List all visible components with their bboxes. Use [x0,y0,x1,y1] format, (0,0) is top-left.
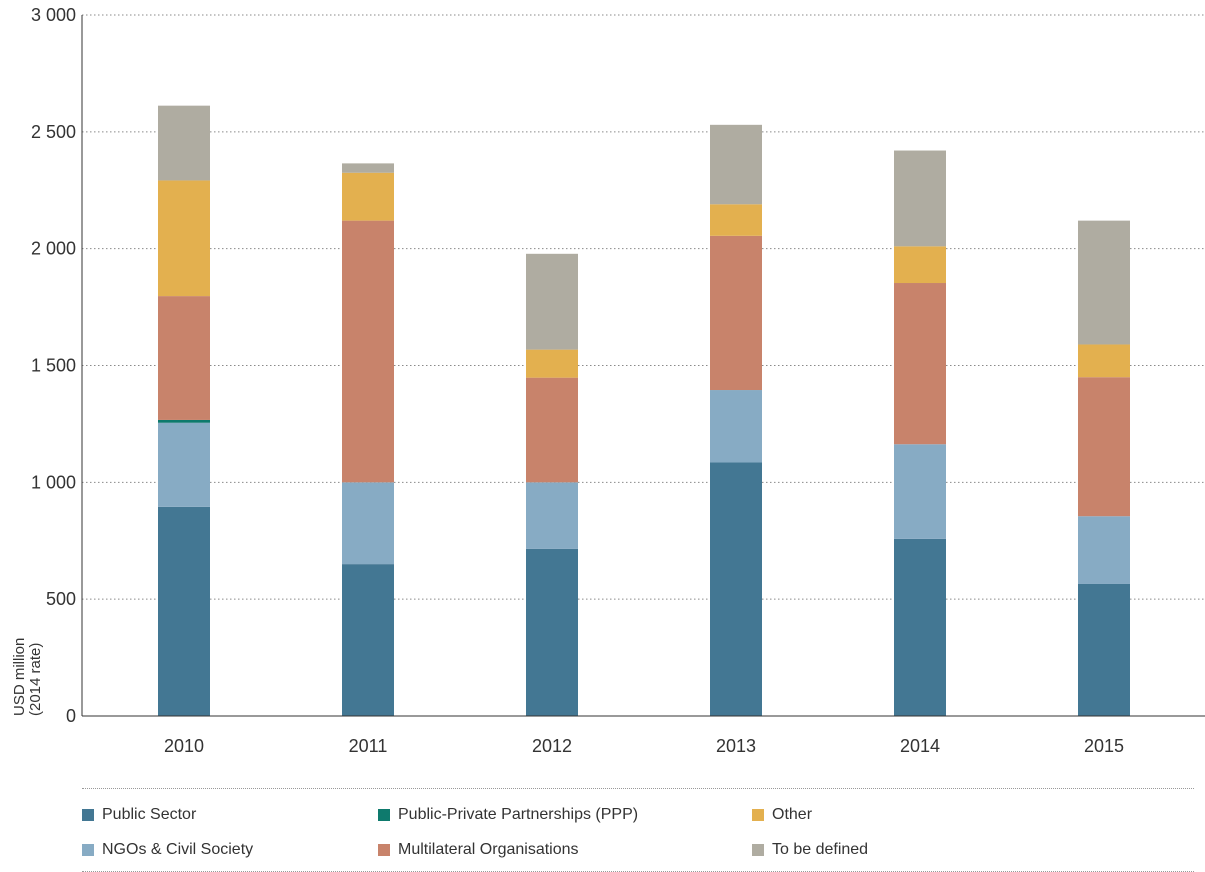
bar-2013-public-sector [710,462,762,716]
legend-swatch-ngos [82,844,94,856]
bar-2015-to-be-defined [1078,220,1130,345]
bar-2012-other [526,349,578,378]
legend-swatch-to-be-defined [752,844,764,856]
bar-2010-multilateral-organisations [158,296,210,420]
legend-item-public-sector: Public Sector [82,806,196,824]
bar-2014-to-be-defined [894,150,946,247]
bar-2015-public-sector [1078,583,1130,716]
bar-2014-ngos-civil-society [894,444,946,539]
legend-swatch-public-sector [82,809,94,821]
bar-2011-multilateral-organisations [342,220,394,483]
bar-2011-to-be-defined [342,163,394,173]
legend: Public Sector Public-Private Partnership… [82,788,1194,872]
bar-2013-multilateral-organisations [710,235,762,391]
legend-label-other: Other [772,806,813,823]
bar-2012-to-be-defined [526,253,578,350]
legend-label-ppp: Public-Private Partnerships (PPP) [398,806,639,823]
legend-item-to-be-defined: To be defined [752,841,868,859]
bar-2011-other [342,172,394,221]
y-tick-label-500: 500 [46,589,76,609]
bar-2012-ngos-civil-society [526,482,578,549]
y-tick-label-1500: 1 500 [31,356,76,376]
legend-label-multilateral: Multilateral Organisations [398,841,579,858]
bar-2010-public-sector [158,506,210,716]
legend-item-multilateral: Multilateral Organisations [378,841,579,859]
bar-2010-ngos-civil-society [158,422,210,507]
legend-item-other: Other [752,806,812,824]
x-tick-label-2013: 2013 [716,736,756,756]
x-tick-label-2015: 2015 [1084,736,1124,756]
bar-2014-other [894,246,946,284]
bar-2013-other [710,204,762,236]
bar-2014-public-sector [894,538,946,716]
x-tick-label-2011: 2011 [349,736,388,756]
bar-2010-public-private-partnerships-ppp [158,419,210,423]
bar-2012-public-sector [526,548,578,716]
bar-2014-multilateral-organisations [894,283,946,445]
y-tick-label-2500: 2 500 [31,122,76,142]
legend-label-ngos: NGOs & Civil Society [102,841,254,858]
stacked-bar-chart: 0 500 1 000 1 500 2 000 2 500 3 000 2010 2011 201… [11,5,1205,756]
x-tick-label-2012: 2012 [532,736,572,756]
legend-label-to-be-defined: To be defined [772,841,869,858]
y-tick-label-3000: 3 000 [31,5,76,25]
bar-2011-public-sector [342,564,394,716]
bar-2013-ngos-civil-society [710,390,762,463]
legend-label-public-sector: Public Sector [102,806,197,823]
bar-2010-other [158,180,210,297]
bar-2011-ngos-civil-society [342,482,394,565]
y-tick-label-1000: 1 000 [31,472,76,492]
bar-2010-to-be-defined [158,105,210,181]
bar-2012-multilateral-organisations [526,377,578,483]
y-axis-label-line-1: USD million [11,638,28,716]
y-tick-label-2000: 2 000 [31,239,76,259]
bar-2015-other [1078,344,1130,378]
legend-item-ppp: Public-Private Partnerships (PPP) [378,806,638,824]
legend-item-ngos: NGOs & Civil Society [82,841,253,859]
x-tick-label-2010: 2010 [164,736,204,756]
legend-swatch-other [752,809,764,821]
y-axis-label-group: USD million (2014 rate) [11,638,44,716]
y-tick-label-0: 0 [66,706,76,726]
bar-2015-multilateral-organisations [1078,377,1130,517]
legend-swatch-multilateral [378,844,390,856]
bar-2015-ngos-civil-society [1078,516,1130,584]
bar-2013-to-be-defined [710,124,762,205]
y-axis-label-line-2: (2014 rate) [27,643,44,716]
legend-swatch-ppp [378,809,390,821]
x-tick-label-2014: 2014 [900,736,940,756]
